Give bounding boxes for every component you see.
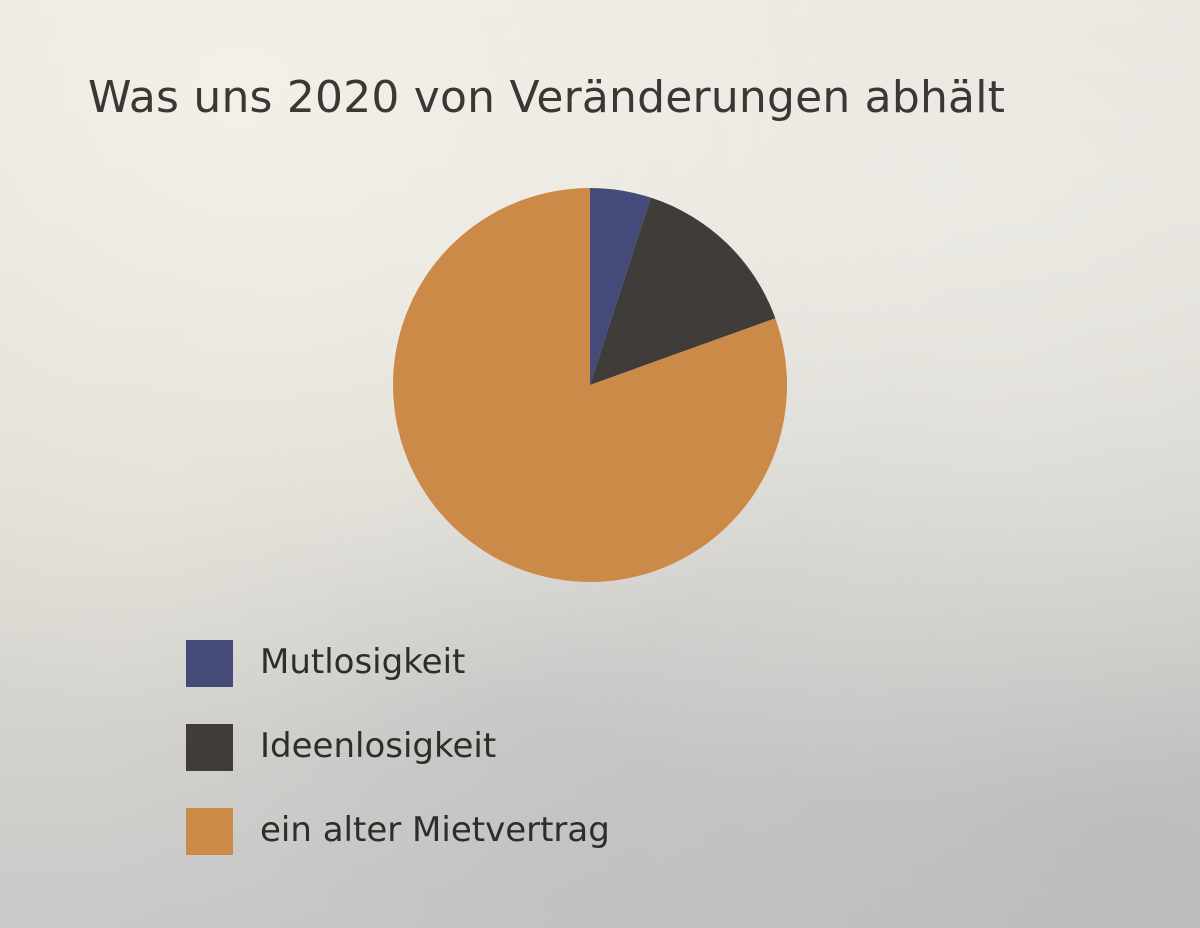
pie-slice-mietvertrag xyxy=(393,188,787,582)
legend-swatch-mietvertrag xyxy=(186,808,233,855)
legend-label-mutlosigkeit: Mutlosigkeit xyxy=(260,642,466,682)
legend: Mutlosigkeit Ideenlosigkeit ein alter Mi… xyxy=(186,638,786,890)
legend-item-mietvertrag: ein alter Mietvertrag xyxy=(186,806,786,855)
pie-slices xyxy=(393,188,787,582)
legend-label-mietvertrag: ein alter Mietvertrag xyxy=(260,810,610,850)
chart-title: Was uns 2020 von Veränderungen abhält xyxy=(88,72,1006,123)
legend-swatch-mutlosigkeit xyxy=(186,640,233,687)
legend-label-ideenlosigkeit: Ideenlosigkeit xyxy=(260,726,497,766)
legend-item-ideenlosigkeit: Ideenlosigkeit xyxy=(186,722,786,771)
pie-slice-mutlosigkeit xyxy=(590,188,651,385)
legend-swatch-ideenlosigkeit xyxy=(186,724,233,771)
legend-item-mutlosigkeit: Mutlosigkeit xyxy=(186,638,786,687)
pie-slice-ideenlosigkeit xyxy=(590,197,776,385)
